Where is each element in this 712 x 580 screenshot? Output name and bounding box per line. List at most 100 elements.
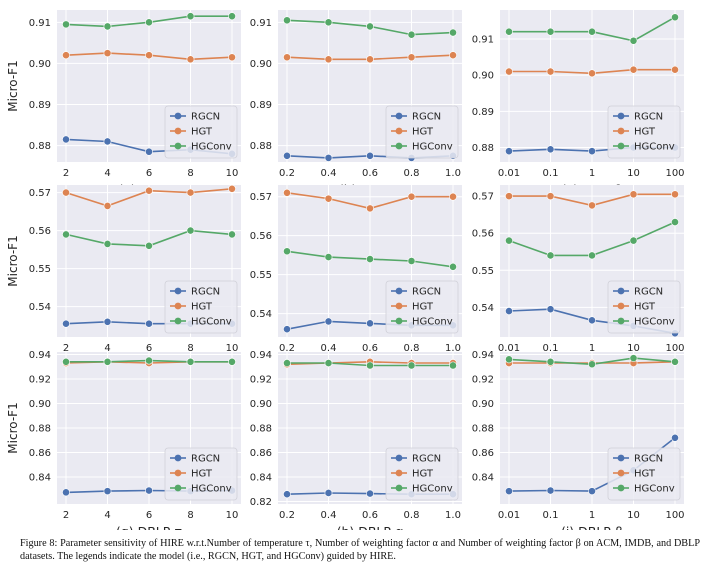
- x-tick-label: 4: [104, 510, 110, 521]
- data-point-hgconv: [449, 28, 457, 37]
- legend-label-rgcn: RGCN: [191, 287, 220, 298]
- legend: RGCN HGT HGConv: [607, 105, 681, 159]
- legend-label-hgt: HGT: [412, 302, 434, 313]
- legend-label-hgconv: HGConv: [412, 484, 453, 495]
- legend-box: [385, 447, 459, 501]
- legend-label-hgt: HGT: [412, 127, 434, 138]
- data-point-rgcn: [546, 145, 555, 154]
- x-tick-label: 10: [226, 510, 239, 521]
- y-tick-label: 0.88: [472, 143, 494, 154]
- data-point-hgconv: [407, 30, 416, 39]
- y-tick-label: 0.88: [29, 141, 51, 152]
- legend-label-hgconv: HGConv: [412, 142, 453, 153]
- data-point-hgconv: [145, 241, 153, 250]
- data-point-hgconv: [228, 357, 236, 366]
- y-tick-label: 0.55: [29, 264, 51, 275]
- x-tick-label: 8: [187, 343, 193, 354]
- data-point-rgcn: [366, 319, 374, 328]
- data-point-hgt: [228, 53, 236, 62]
- x-tick-label: 0.4: [321, 343, 337, 354]
- y-tick-label: 0.57: [250, 192, 272, 203]
- y-tick-label: 0.91: [250, 18, 272, 29]
- y-tick-label: 0.56: [250, 231, 272, 242]
- data-point-hgt: [629, 190, 638, 199]
- x-tick-label: 4: [104, 168, 110, 179]
- legend-label-hgt: HGT: [191, 469, 213, 480]
- subplot-6: 0.54 0.55 0.56 0.57 0.01 0.1 1 10 100 RGCN HGT HGCo…: [472, 185, 685, 372]
- subplot-2: 0.88 0.89 0.90 0.91 0.2 0.4 0.6 0.8 1.0 RGCN HGT HG…: [250, 10, 462, 197]
- data-point-hgconv: [228, 12, 236, 21]
- data-point-rgcn: [283, 490, 291, 499]
- legend-box: [607, 105, 681, 159]
- x-tick-label: 6: [146, 510, 152, 521]
- legend: RGCN HGT HGConv: [607, 280, 681, 334]
- data-point-hgt: [449, 192, 457, 201]
- legend-label-rgcn: RGCN: [412, 454, 441, 465]
- subplot-title: (h) DBLP-α: [337, 524, 404, 530]
- subplot-9: 0.84 0.86 0.88 0.90 0.92 0.94 0.01 0.1 1 10 100 RGC…: [472, 350, 685, 530]
- legend-box: [164, 105, 238, 159]
- legend-label-hgt: HGT: [191, 302, 213, 313]
- legend-label-hgconv: HGConv: [634, 317, 675, 328]
- data-point-rgcn: [366, 151, 374, 160]
- data-point-hgconv: [588, 251, 596, 260]
- x-tick-label: 0.6: [362, 343, 378, 354]
- legend-marker-hgconv: [174, 484, 182, 492]
- subplot-8: 0.82 0.84 0.86 0.88 0.90 0.92 0.94 0.2 0.4 0.6 0.8…: [250, 350, 462, 530]
- data-point-rgcn: [103, 137, 112, 146]
- data-point-hgconv: [366, 361, 374, 370]
- data-point-hgconv: [629, 36, 638, 45]
- x-tick-label: 1.0: [445, 510, 461, 521]
- data-point-rgcn: [505, 487, 513, 496]
- data-point-hgconv: [186, 12, 195, 21]
- data-point-hgt: [505, 192, 513, 201]
- data-point-hgt: [588, 69, 596, 78]
- y-tick-label: 0.88: [29, 424, 51, 435]
- data-point-hgconv: [629, 236, 638, 245]
- legend-box: [607, 447, 681, 501]
- legend-label-rgcn: RGCN: [634, 112, 663, 123]
- data-point-hgt: [671, 65, 679, 74]
- data-point-hgt: [186, 55, 195, 64]
- legend-box: [385, 105, 459, 159]
- legend-box: [164, 280, 238, 334]
- data-point-hgt: [186, 188, 195, 197]
- data-point-hgt: [588, 201, 596, 210]
- data-point-hgconv: [546, 357, 555, 366]
- data-point-hgconv: [62, 230, 70, 239]
- data-point-hgconv: [505, 27, 513, 36]
- data-point-rgcn: [103, 317, 112, 326]
- data-point-hgt: [145, 186, 153, 195]
- y-tick-label: 0.55: [250, 270, 272, 281]
- legend-marker-hgt: [617, 302, 625, 310]
- y-tick-label: 0.89: [472, 107, 494, 118]
- data-point-hgconv: [62, 20, 70, 29]
- legend-marker-rgcn: [395, 112, 403, 120]
- data-point-rgcn: [145, 319, 153, 328]
- data-point-rgcn: [324, 317, 333, 326]
- data-point-hgconv: [546, 27, 555, 36]
- y-tick-label: 0.94: [472, 350, 494, 361]
- legend-label-rgcn: RGCN: [191, 454, 220, 465]
- x-tick-label: 0.01: [498, 343, 520, 354]
- y-tick-label: 0.94: [250, 350, 272, 361]
- legend-label-rgcn: RGCN: [191, 112, 220, 123]
- data-point-hgconv: [671, 13, 679, 22]
- x-tick-label: 0.6: [362, 510, 378, 521]
- x-tick-label: 0.01: [498, 168, 520, 179]
- legend-marker-hgt: [174, 469, 182, 477]
- legend: RGCN HGT HGConv: [385, 447, 459, 501]
- legend-marker-hgt: [617, 469, 625, 477]
- x-tick-label: 10: [226, 168, 239, 179]
- legend-label-hgconv: HGConv: [634, 484, 675, 495]
- data-point-hgconv: [283, 247, 291, 256]
- x-tick-label: 0.8: [404, 510, 420, 521]
- data-point-hgt: [366, 204, 374, 213]
- y-tick-label: 0.90: [472, 71, 494, 82]
- x-tick-label: 8: [187, 510, 193, 521]
- data-point-rgcn: [546, 305, 555, 314]
- x-tick-label: 0.2: [279, 168, 295, 179]
- legend-marker-hgt: [395, 469, 403, 477]
